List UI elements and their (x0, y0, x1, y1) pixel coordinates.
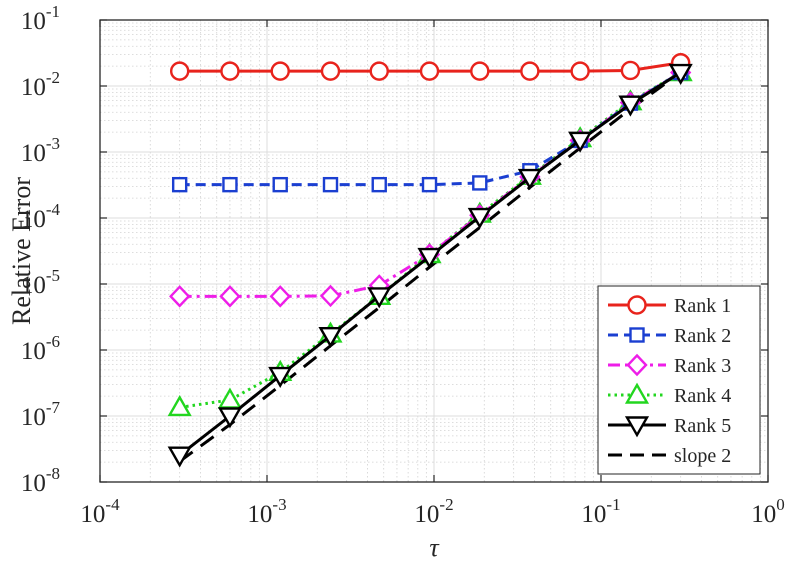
legend-label-rank-2: Rank 2 (674, 325, 731, 347)
rank-2-marker (222, 176, 238, 193)
ticks: 10-4 10-3 10-2 10-1 100 10-8 10-7 10-6 10-5 10-4 1… (21, 2, 785, 528)
y-tick-label: 10-1 (21, 2, 60, 35)
y-tick-label: 10-7 (21, 398, 61, 431)
series-layer (167, 53, 693, 468)
rank-3-marker (169, 285, 191, 308)
y-tick-label: 10-5 (21, 266, 60, 299)
y-tick-label: 10-4 (21, 200, 61, 233)
x-tick-label: 10-1 (581, 495, 620, 528)
rank-5-marker (217, 407, 243, 429)
rank-3-marker (219, 285, 241, 308)
rank-5-series (167, 63, 693, 468)
legend-label-rank-5: Rank 5 (674, 415, 731, 437)
rank-2-marker (171, 176, 188, 193)
y-axis-label: Relative Error (7, 177, 36, 325)
y-tick-label: 10-3 (21, 134, 60, 167)
x-axis-label: τ (429, 533, 440, 562)
legend-label-slope-2: slope 2 (674, 445, 731, 467)
rank-5-marker (367, 287, 392, 309)
rank-5-marker (618, 95, 643, 117)
y-tick-label: 10-8 (21, 464, 60, 497)
y-tick-label: 10-6 (21, 332, 60, 365)
rank-5-marker (517, 168, 542, 190)
rank-1-marker (320, 61, 341, 81)
rank-5-marker (268, 366, 293, 388)
x-tick-label: 10-3 (247, 495, 286, 528)
rank-2-marker (472, 175, 488, 191)
legend-label-rank-1: Rank 1 (674, 295, 731, 317)
rank-1-series (169, 53, 691, 81)
rank-2-marker (322, 176, 339, 193)
rank-3-marker (269, 285, 291, 308)
rank-1-marker (620, 60, 641, 81)
y-tick-label: 10-2 (21, 68, 60, 101)
rank-5-marker (167, 446, 192, 468)
legend-label-rank-4: Rank 4 (674, 385, 731, 407)
rank-1-marker (270, 61, 290, 81)
rank-2-marker (421, 176, 438, 193)
rank-5-marker (668, 63, 693, 85)
rank-1-marker (470, 61, 490, 81)
x-tick-label: 10-2 (414, 495, 453, 528)
rank-4-marker (167, 394, 192, 417)
legend-label-rank-3: Rank 3 (674, 355, 731, 377)
rank-2-marker (371, 176, 387, 193)
legend-marker-rank-4 (624, 382, 650, 404)
rank-1-marker (520, 61, 540, 81)
rank-1-marker (419, 61, 440, 81)
rank-1-marker (570, 61, 590, 81)
x-tick-label: 100 (751, 495, 785, 528)
legend-marker-rank-2 (629, 327, 645, 343)
rank-1-marker (220, 61, 240, 81)
x-tick-label: 10-4 (80, 495, 120, 528)
rank-1-marker (169, 61, 190, 81)
rank-2-marker (272, 176, 288, 193)
legend-box (597, 285, 761, 475)
legend-marker-rank-3 (626, 353, 648, 377)
rank-1-marker (369, 61, 389, 81)
legend-marker-rank-5 (624, 416, 650, 438)
rank-5-marker (417, 247, 442, 270)
rank-5-marker (568, 131, 593, 153)
legend-marker-rank-1 (627, 295, 647, 315)
rank-5-marker (318, 326, 343, 349)
rank-3-marker (319, 284, 342, 308)
rank-5-marker (467, 207, 492, 230)
legend: Rank 1 Rank 2 Rank 3 Rank 4 Rank 5 slope 2 (597, 285, 761, 475)
